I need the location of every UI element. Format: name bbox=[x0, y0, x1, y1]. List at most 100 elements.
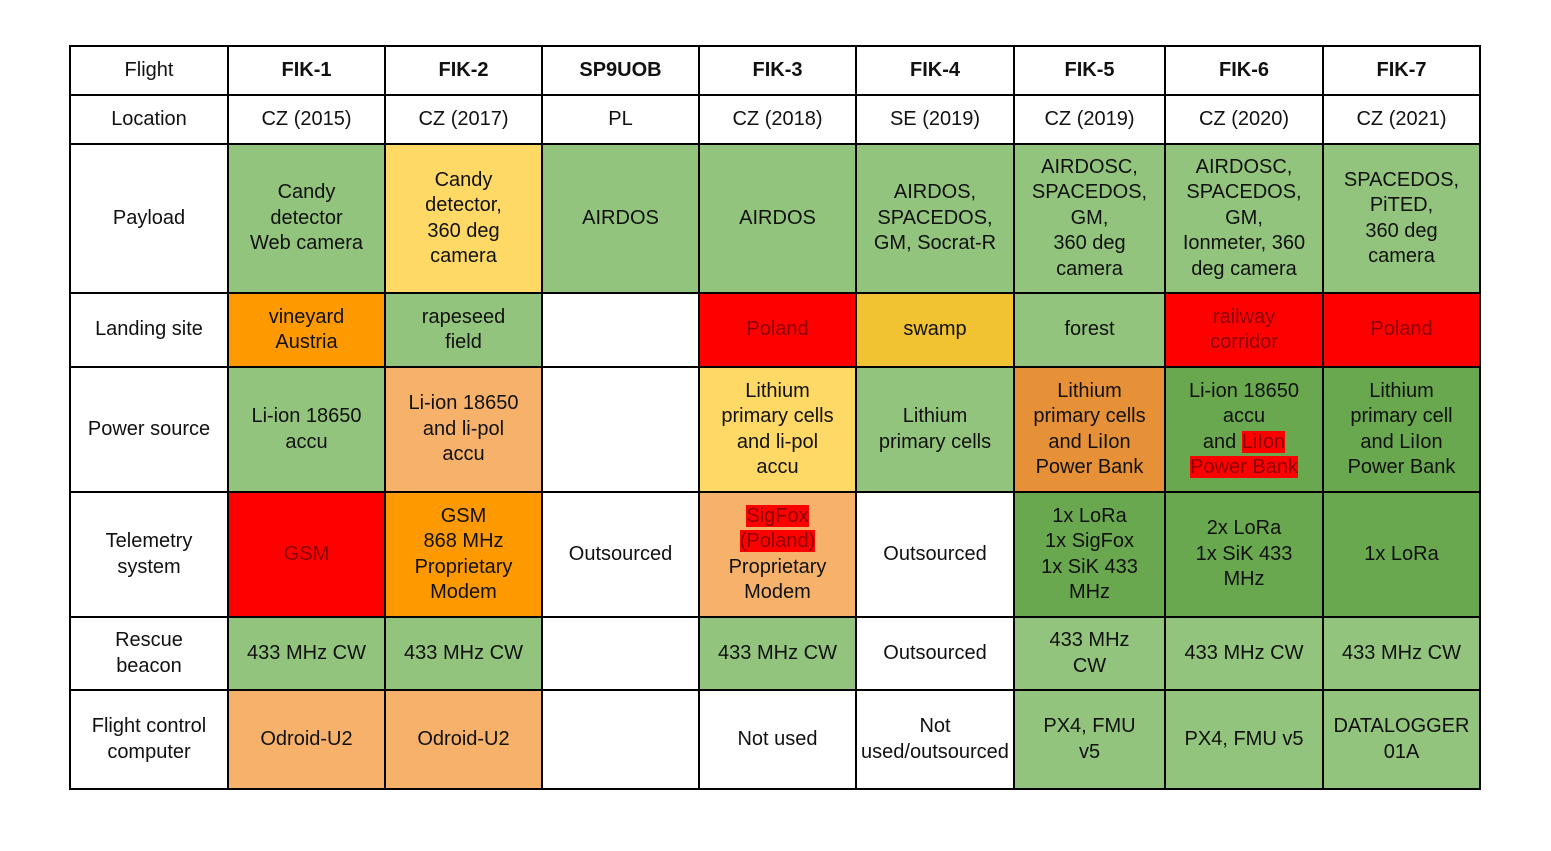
table-cell: SigFox (Poland) Proprietary Modem bbox=[698, 491, 857, 618]
table-cell: rapeseed field bbox=[384, 292, 543, 368]
table-cell: Li-ion 18650 accu and LiIon Power Bank bbox=[1164, 366, 1324, 493]
table-cell: Candy detector Web camera bbox=[227, 143, 386, 294]
cell-text: rapeseed field bbox=[421, 305, 506, 354]
column-header: FIK-3 bbox=[698, 45, 857, 96]
table-cell: PX4, FMU v5 bbox=[1164, 689, 1324, 790]
cell-text: Rescue beacon bbox=[115, 629, 183, 677]
table-cell: Candy detector, 360 deg camera bbox=[384, 143, 543, 294]
cell-text: PX4, FMU v5 bbox=[1184, 727, 1304, 750]
cell-text: Location bbox=[111, 107, 187, 130]
cell-text: swamp bbox=[903, 318, 967, 341]
table-cell: AIRDOS bbox=[541, 143, 700, 294]
row-header: Payload bbox=[69, 143, 229, 294]
row-header: Flight bbox=[69, 45, 229, 96]
cell-text: Li-ion 18650 and li-pol accu bbox=[408, 392, 519, 466]
table-cell bbox=[541, 616, 700, 691]
cell-text: 433 MHz CW bbox=[1049, 629, 1130, 677]
table-cell: CZ (2020) bbox=[1164, 94, 1324, 145]
table-cell: railway corridor bbox=[1164, 292, 1324, 368]
cell-text: CZ (2015) bbox=[261, 107, 352, 130]
table-cell: Poland bbox=[1322, 292, 1481, 368]
table-cell: CZ (2021) bbox=[1322, 94, 1481, 145]
cell-text: 2x LoRa 1x SiK 433 MHz bbox=[1195, 517, 1293, 591]
cell-text: Odroid-U2 bbox=[417, 727, 510, 750]
cell-text: FIK-7 bbox=[1376, 58, 1427, 81]
column-header: FIK-1 bbox=[227, 45, 386, 96]
table-cell: swamp bbox=[855, 292, 1015, 368]
table-cell: Outsourced bbox=[541, 491, 700, 618]
table-row: Landing site vineyard Austria rapeseed fie… bbox=[69, 292, 1481, 368]
table-cell: 433 MHz CW bbox=[1013, 616, 1166, 691]
cell-text: CZ (2021) bbox=[1356, 107, 1447, 130]
table-cell: PX4, FMU v5 bbox=[1013, 689, 1166, 790]
row-header: Rescue beacon bbox=[69, 616, 229, 691]
table-cell: Outsourced bbox=[855, 491, 1015, 618]
cell-text: DATALOGGER01A bbox=[1333, 715, 1470, 763]
cell-text: Lithium primary cells and LiIon Power Ba… bbox=[1033, 379, 1146, 479]
table-cell: CZ (2017) bbox=[384, 94, 543, 145]
column-header: FIK-2 bbox=[384, 45, 543, 96]
table-cell bbox=[541, 689, 700, 790]
cell-text: FIK-5 bbox=[1064, 58, 1115, 81]
cell-text: Flight control computer bbox=[91, 715, 207, 763]
table-cell: 1x LoRa bbox=[1322, 491, 1481, 618]
row-header: Power source bbox=[69, 366, 229, 493]
table-cell: PL bbox=[541, 94, 700, 145]
table-cell: AIRDOS bbox=[698, 143, 857, 294]
table-cell: Poland bbox=[698, 292, 857, 368]
cell-text: 433 MHz CW bbox=[247, 641, 366, 664]
cell-text: Candy detector Web camera bbox=[249, 181, 363, 255]
table-cell bbox=[541, 366, 700, 493]
cell-text: PL bbox=[608, 107, 633, 130]
table-cell: Li-ion 18650 and li-pol accu bbox=[384, 366, 543, 493]
cell-text: Payload bbox=[112, 206, 186, 229]
cell-text: AIRDOSC, SPACEDOS, GM, Ionmeter, 360 deg… bbox=[1182, 155, 1306, 280]
table-row: Rescue beacon 433 MHz CW 433 MHz CW 433 MHz… bbox=[69, 616, 1481, 691]
table-cell: Not used/outsourced bbox=[855, 689, 1015, 790]
column-header: FIK-6 bbox=[1164, 45, 1324, 96]
table-cell: AIRDOSC, SPACEDOS, GM, 360 deg camera bbox=[1013, 143, 1166, 294]
cell-text: LiIon Power Bank bbox=[1190, 430, 1298, 478]
table-cell: 433 MHz CW bbox=[698, 616, 857, 691]
cell-text: AIRDOS bbox=[582, 206, 659, 229]
cell-text: Lithium primary cells bbox=[878, 405, 992, 453]
column-header: FIK-5 bbox=[1013, 45, 1166, 96]
cell-text: Flight bbox=[124, 58, 174, 81]
cell-text: 433 MHz CW bbox=[718, 641, 837, 664]
cell-text: railway corridor bbox=[1210, 305, 1278, 354]
cell-text: Proprietary Modem bbox=[728, 555, 827, 603]
cell-text: GSM 868 MHz Proprietary Modem bbox=[414, 504, 513, 604]
cell-text: Li-ion 18650 accu and bbox=[1188, 379, 1300, 453]
cell-text: Not used/outsourced bbox=[861, 715, 1009, 763]
table-cell: GSM bbox=[227, 491, 386, 618]
row-header: Flight control computer bbox=[69, 689, 229, 790]
cell-text: CZ (2018) bbox=[732, 107, 823, 130]
row-header: Landing site bbox=[69, 292, 229, 368]
table-cell: DATALOGGER01A bbox=[1322, 689, 1481, 790]
table-cell: Odroid-U2 bbox=[384, 689, 543, 790]
cell-text: AIRDOS bbox=[739, 206, 816, 229]
table-row: Flight FIK-1 FIK-2 SP9UOB FIK-3 FIK-4 FIK-5 FIK… bbox=[69, 45, 1481, 96]
cell-text: CZ (2017) bbox=[418, 107, 509, 130]
cell-text: SE (2019) bbox=[889, 107, 981, 130]
table-cell: 433 MHz CW bbox=[384, 616, 543, 691]
table-cell: 433 MHz CW bbox=[1164, 616, 1324, 691]
table-cell: forest bbox=[1013, 292, 1166, 368]
table-cell: Lithium primary cells and LiIon Power Ba… bbox=[1013, 366, 1166, 493]
column-header: FIK-7 bbox=[1322, 45, 1481, 96]
table-cell: CZ (2018) bbox=[698, 94, 857, 145]
cell-text: forest bbox=[1064, 318, 1115, 341]
cell-text: 1x LoRa bbox=[1364, 542, 1439, 565]
cell-text: Poland bbox=[746, 318, 809, 341]
cell-text: SPACEDOS, PiTED, 360 deg camera bbox=[1343, 168, 1460, 268]
table-cell: SE (2019) bbox=[855, 94, 1015, 145]
table-cell: Outsourced bbox=[855, 616, 1015, 691]
table-cell: Lithium primary cells and li-pol accu bbox=[698, 366, 857, 493]
cell-text: FIK-6 bbox=[1219, 58, 1269, 81]
table-cell: SPACEDOS, PiTED, 360 deg camera bbox=[1322, 143, 1481, 294]
table-cell: 433 MHz CW bbox=[227, 616, 386, 691]
cell-text: Not used bbox=[737, 727, 818, 750]
table-cell: GSM 868 MHz Proprietary Modem bbox=[384, 491, 543, 618]
table-row: Power source Li-ion 18650 accu Li-ion 1865… bbox=[69, 366, 1481, 493]
table-cell: 2x LoRa 1x SiK 433 MHz bbox=[1164, 491, 1324, 618]
